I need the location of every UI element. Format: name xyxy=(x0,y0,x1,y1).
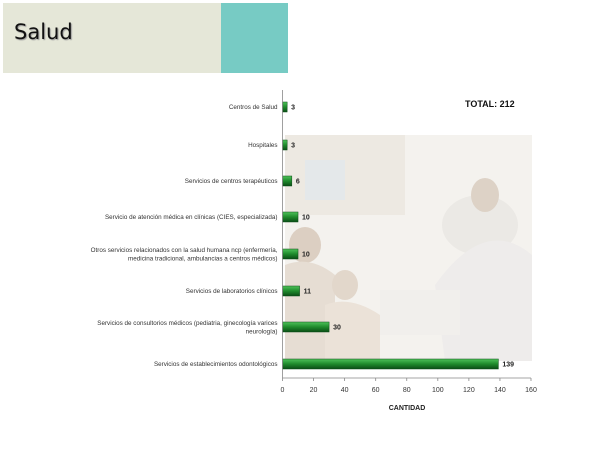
bar-2 xyxy=(282,175,293,187)
value-label-2: 6 xyxy=(296,179,300,186)
category-label-7: Servicios de establecimientos odontológi… xyxy=(154,361,278,368)
category-label-5: Servicios de laboratorios clínicos xyxy=(186,288,278,295)
value-label-1: 3 xyxy=(291,143,295,150)
category-label-4-line-1: medicina tradicional, ambulancias a cent… xyxy=(128,255,277,262)
value-label-7: 139 xyxy=(502,362,514,369)
category-label-2: Servicios de centros terapéuticos xyxy=(185,178,278,185)
bar-5 xyxy=(282,285,300,297)
bar-6 xyxy=(282,321,330,333)
value-label-3: 10 xyxy=(302,215,310,222)
category-label-3: Servicio de atención médica en clínicas … xyxy=(105,214,278,221)
x-tick-label-3: 60 xyxy=(372,387,380,394)
x-tick-label-6: 120 xyxy=(463,387,475,394)
category-label-0: Centros de Salud xyxy=(229,104,278,111)
value-label-4: 10 xyxy=(302,252,310,259)
total-annotation: TOTAL: 212 xyxy=(465,99,515,109)
x-tick-label-1: 20 xyxy=(310,387,318,394)
x-tick-label-7: 140 xyxy=(494,387,506,394)
x-tick-label-2: 40 xyxy=(341,387,349,394)
header-band xyxy=(3,3,221,73)
category-label-6-line-1: neurología) xyxy=(246,328,278,335)
value-label-5: 11 xyxy=(304,289,312,296)
bar-1 xyxy=(282,139,288,151)
category-label-1: Hospitales xyxy=(248,142,277,149)
x-tick-label-8: 160 xyxy=(525,387,537,394)
bar-0 xyxy=(282,101,288,113)
value-label-0: 3 xyxy=(291,105,295,112)
bar-3 xyxy=(282,211,299,223)
x-axis-label: CANTIDAD xyxy=(389,405,426,412)
x-tick-label-0: 0 xyxy=(281,387,285,394)
category-label-4-line-0: Otros servicios relacionados con la salu… xyxy=(91,247,278,254)
value-label-6: 30 xyxy=(333,325,341,332)
bar-7 xyxy=(282,358,499,370)
x-tick-label-5: 100 xyxy=(432,387,444,394)
category-label-6-line-0: Servicios de consultorios médicos (pedia… xyxy=(97,320,277,327)
bar-4 xyxy=(282,248,299,260)
page-title: Salud xyxy=(14,20,73,44)
header-accent xyxy=(221,3,288,73)
x-tick-label-4: 80 xyxy=(403,387,411,394)
